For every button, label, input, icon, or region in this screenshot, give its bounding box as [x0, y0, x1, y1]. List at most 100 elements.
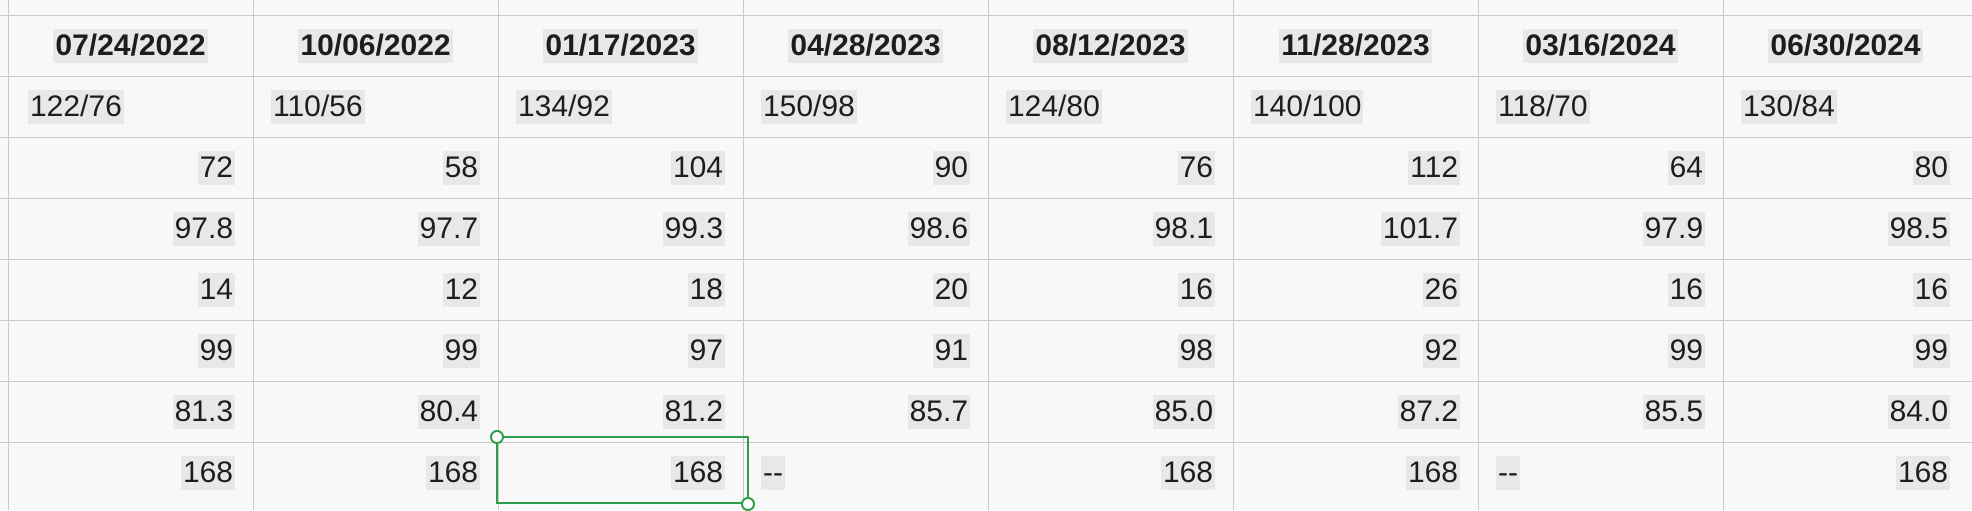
table-cell[interactable]: 104 — [498, 137, 743, 198]
table-cell[interactable]: 76 — [988, 137, 1233, 198]
grid-line-vertical — [743, 0, 744, 510]
header-cell[interactable]: 06/30/2024 — [1723, 15, 1968, 76]
table-cell[interactable]: 134/92 — [498, 76, 743, 137]
table-cell[interactable]: 80.4 — [253, 381, 498, 442]
table-cell[interactable]: 91 — [743, 320, 988, 381]
table-cell[interactable]: 168 — [1233, 442, 1478, 503]
table-cell[interactable]: 16 — [1478, 259, 1723, 320]
table-cell[interactable]: 99.3 — [498, 198, 743, 259]
grid-line-vertical — [1478, 0, 1479, 510]
cell-value: -- — [761, 455, 785, 490]
header-cell[interactable]: 03/16/2024 — [1478, 15, 1723, 76]
table-cell[interactable]: 101.7 — [1233, 198, 1478, 259]
selection-handle-bottom-right[interactable] — [741, 497, 755, 511]
table-cell[interactable]: 84.0 — [1723, 381, 1968, 442]
table-cell[interactable]: 99 — [1478, 320, 1723, 381]
table-cell[interactable]: 98.5 — [1723, 198, 1968, 259]
table-cell[interactable]: 99 — [8, 320, 253, 381]
table-cell[interactable]: 97.8 — [8, 198, 253, 259]
table-cell[interactable]: 97.7 — [253, 198, 498, 259]
table-cell[interactable]: -- — [1478, 442, 1723, 503]
cell-value: 101.7 — [1380, 211, 1460, 246]
table-cell[interactable]: 130/84 — [1723, 76, 1968, 137]
table-cell[interactable]: 85.5 — [1478, 381, 1723, 442]
table-cell[interactable]: 110/56 — [253, 76, 498, 137]
table-cell[interactable]: 16 — [988, 259, 1233, 320]
table-cell[interactable]: 85.0 — [988, 381, 1233, 442]
table-cell[interactable]: 140/100 — [1233, 76, 1478, 137]
cell-value: 72 — [197, 150, 235, 185]
table-cell[interactable]: 124/80 — [988, 76, 1233, 137]
grid-line-horizontal — [0, 76, 1972, 77]
table-cell[interactable]: 168 — [253, 442, 498, 503]
header-cell[interactable]: 07/24/2022 — [8, 15, 253, 76]
cell-value: 16 — [1667, 272, 1705, 307]
table-cell[interactable]: 98.1 — [988, 198, 1233, 259]
grid-line-vertical — [498, 0, 499, 510]
cell-value: 85.5 — [1642, 394, 1705, 429]
table-cell[interactable]: 80 — [1723, 137, 1968, 198]
table-cell[interactable]: 87.2 — [1233, 381, 1478, 442]
cell-value: 99 — [1912, 333, 1950, 368]
table-cell[interactable]: 81.3 — [8, 381, 253, 442]
cell-value: 122/76 — [28, 89, 124, 124]
table-cell[interactable]: 26 — [1233, 259, 1478, 320]
cell-value: 98 — [1177, 333, 1215, 368]
header-cell[interactable]: 04/28/2023 — [743, 15, 988, 76]
table-cell[interactable]: 58 — [253, 137, 498, 198]
header-date-label: 04/28/2023 — [788, 28, 943, 63]
cell-value: 16 — [1912, 272, 1950, 307]
table-cell[interactable]: 97.9 — [1478, 198, 1723, 259]
table-cell[interactable]: 64 — [1478, 137, 1723, 198]
grid-line-horizontal — [0, 381, 1972, 382]
table-cell[interactable]: 150/98 — [743, 76, 988, 137]
cell-value: 104 — [670, 150, 725, 185]
table-cell[interactable]: 18 — [498, 259, 743, 320]
table-cell[interactable]: 20 — [743, 259, 988, 320]
cell-value: 98.5 — [1887, 211, 1950, 246]
header-date-label: 10/06/2022 — [298, 28, 453, 63]
table-cell[interactable]: 12 — [253, 259, 498, 320]
cell-value: 112 — [1408, 150, 1460, 185]
table-cell[interactable]: 99 — [253, 320, 498, 381]
cell-value: 168 — [1895, 455, 1950, 490]
table-cell[interactable]: 98.6 — [743, 198, 988, 259]
grid-line-vertical — [253, 0, 254, 510]
table-cell[interactable]: 81.2 — [498, 381, 743, 442]
selection-handle-top-left[interactable] — [490, 430, 504, 444]
table-cell[interactable]: 97 — [498, 320, 743, 381]
cell-value: 99.3 — [662, 211, 725, 246]
header-cell[interactable]: 08/12/2023 — [988, 15, 1233, 76]
header-cell[interactable]: 11/28/2023 — [1233, 15, 1478, 76]
table-cell[interactable]: 14 — [8, 259, 253, 320]
cell-value: 16 — [1177, 272, 1215, 307]
table-cell[interactable]: 98 — [988, 320, 1233, 381]
table-cell[interactable]: 168 — [498, 442, 743, 503]
table-cell[interactable]: 99 — [1723, 320, 1968, 381]
table-cell[interactable]: 90 — [743, 137, 988, 198]
table-cell[interactable]: 168 — [1723, 442, 1968, 503]
table-cell[interactable]: 72 — [8, 137, 253, 198]
grid-line-horizontal — [0, 137, 1972, 138]
cell-value: 20 — [932, 272, 970, 307]
cell-value: 168 — [1160, 455, 1215, 490]
grid-line-vertical — [8, 0, 9, 510]
grid-line-horizontal — [0, 259, 1972, 260]
cell-value: 98.6 — [907, 211, 970, 246]
header-date-label: 07/24/2022 — [53, 28, 208, 63]
table-cell[interactable]: 112 — [1233, 137, 1478, 198]
table-cell[interactable]: 168 — [988, 442, 1233, 503]
header-cell[interactable]: 10/06/2022 — [253, 15, 498, 76]
table-cell[interactable]: 168 — [8, 442, 253, 503]
table-cell[interactable]: 16 — [1723, 259, 1968, 320]
cell-selection-box[interactable] — [496, 436, 749, 504]
header-date-label: 03/16/2024 — [1523, 28, 1678, 63]
cell-value: 81.2 — [662, 394, 725, 429]
table-cell[interactable]: 85.7 — [743, 381, 988, 442]
table-cell[interactable]: -- — [743, 442, 988, 503]
table-cell[interactable]: 118/70 — [1478, 76, 1723, 137]
grid-line-horizontal — [0, 442, 1972, 443]
table-cell[interactable]: 122/76 — [8, 76, 253, 137]
table-cell[interactable]: 92 — [1233, 320, 1478, 381]
header-cell[interactable]: 01/17/2023 — [498, 15, 743, 76]
